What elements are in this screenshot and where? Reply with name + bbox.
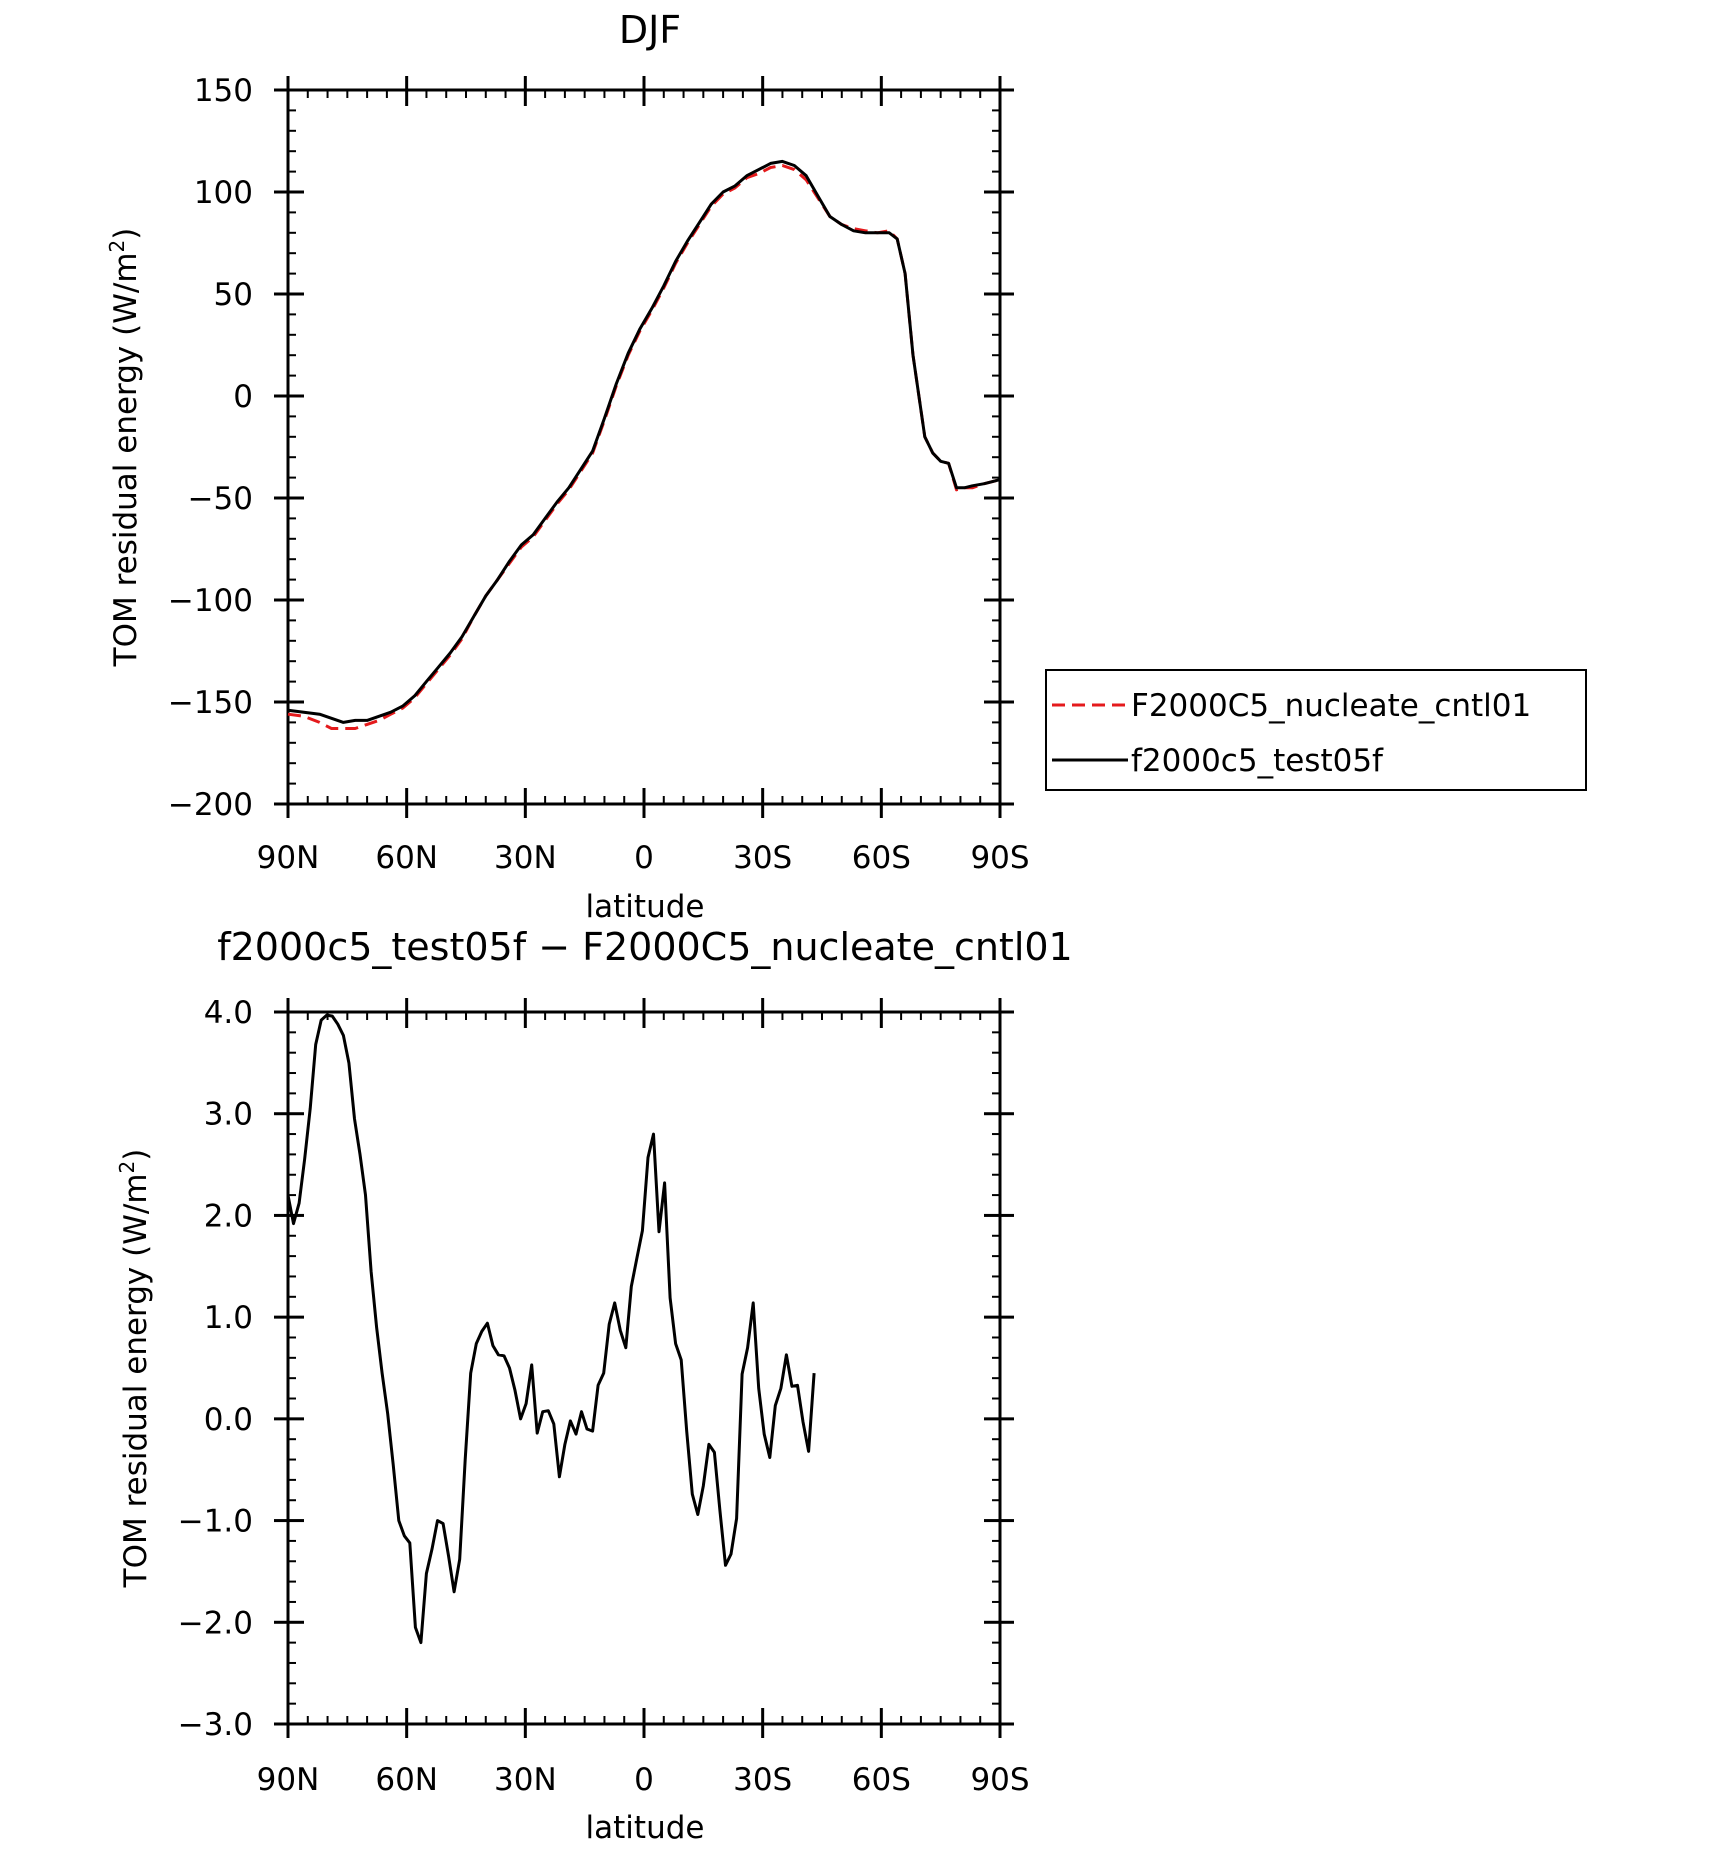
x-tick-label: 90S	[970, 840, 1029, 876]
plot-frame	[286, 88, 1002, 806]
x-axis-title: latitude	[586, 1810, 705, 1846]
y-tick-label: 1.0	[204, 1300, 253, 1336]
y-tick-label: 2.0	[204, 1198, 253, 1234]
y-axis-title-main: TOM residual energy (W/m	[108, 252, 144, 667]
y-tick-label: 3.0	[204, 1097, 253, 1133]
y-tick-label: −1.0	[178, 1504, 253, 1540]
x-tick-label: 0	[634, 840, 654, 876]
y-tick-label: 0	[233, 379, 253, 415]
x-tick-label: 30S	[733, 1762, 792, 1798]
y-tick-label: 100	[194, 175, 253, 211]
y-tick-label: −200	[168, 787, 253, 823]
series-lines	[286, 1013, 816, 1645]
x-tick-labels: 90N 60N 30N 0 30S 60S 90S	[257, 1762, 1030, 1798]
panel-bottom: f2000c5_test05f − F2000C5_nucleate_cntl0…	[115, 925, 1073, 1846]
y-axis-title-end: )	[108, 228, 144, 240]
y-axis-title: TOM residual energy (W/m2)	[115, 1149, 154, 1589]
x-tick-label: 90N	[257, 1762, 320, 1798]
y-tick-label: 4.0	[204, 995, 253, 1031]
y-axis-title-sup: 2	[105, 240, 129, 253]
y-tick-labels: 4.0 3.0 2.0 1.0 0.0 −1.0 −2.0 −3.0	[178, 995, 253, 1743]
y-tick-label: −50	[188, 481, 253, 517]
x-axis-title: latitude	[586, 889, 705, 925]
y-tick-label: −2.0	[178, 1605, 253, 1641]
chart-title: f2000c5_test05f − F2000C5_nucleate_cntl0…	[217, 925, 1072, 969]
y-axis-title-main: TOM residual energy (W/m	[118, 1173, 154, 1588]
y-tick-label: 150	[194, 73, 253, 109]
y-tick-label: −3.0	[178, 1707, 253, 1743]
plot-frame	[286, 1010, 1002, 1726]
legend-label: f2000c5_test05f	[1131, 743, 1384, 779]
x-tick-label: 60S	[852, 840, 911, 876]
series-line	[287, 159, 1001, 724]
axis-ticks	[274, 76, 1014, 818]
series-lines	[287, 159, 1001, 730]
y-tick-labels: 150 100 50 0 −50 −100 −150 −200	[168, 73, 253, 823]
x-tick-label: 60N	[375, 840, 438, 876]
panel-top: DJF 90N 60N 30N 0 30S 60S 90S 150 100 50 0 −50 −100…	[105, 8, 1587, 925]
chart-title: DJF	[619, 8, 681, 52]
y-tick-label: −150	[168, 685, 253, 721]
series-line	[286, 1013, 816, 1645]
legend: F2000C5_nucleate_cntl01 f2000c5_test05f	[1045, 669, 1587, 791]
y-tick-label: 0.0	[204, 1402, 253, 1438]
x-tick-label: 90S	[970, 1762, 1029, 1798]
x-tick-label: 60S	[852, 1762, 911, 1798]
x-tick-labels: 90N 60N 30N 0 30S 60S 90S	[257, 840, 1030, 876]
y-axis-title-end: )	[118, 1149, 154, 1161]
y-tick-label: 50	[214, 277, 253, 313]
x-tick-label: 30N	[494, 1762, 557, 1798]
x-tick-label: 90N	[257, 840, 320, 876]
x-tick-label: 30S	[733, 840, 792, 876]
series-line	[287, 164, 1001, 730]
axis-ticks	[274, 998, 1014, 1738]
x-tick-label: 0	[634, 1762, 654, 1798]
legend-label: F2000C5_nucleate_cntl01	[1131, 688, 1531, 724]
y-axis-title-sup: 2	[115, 1161, 139, 1174]
x-tick-label: 60N	[375, 1762, 438, 1798]
y-axis-title: TOM residual energy (W/m2)	[105, 228, 144, 668]
y-tick-label: −100	[168, 583, 253, 619]
legend-box	[1045, 669, 1587, 791]
x-tick-label: 30N	[494, 840, 557, 876]
